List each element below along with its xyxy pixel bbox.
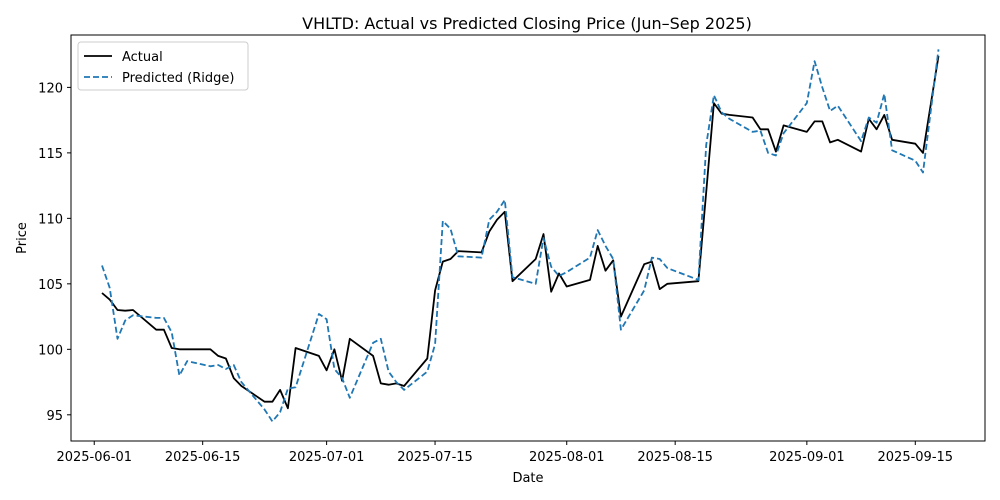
y-axis-label: Price bbox=[15, 222, 30, 254]
y-tick-label: 115 bbox=[38, 147, 63, 162]
y-tick-label: 120 bbox=[38, 81, 63, 96]
series-line-predicted bbox=[101, 49, 940, 423]
y-tick-label: 95 bbox=[46, 409, 63, 424]
series-line-actual bbox=[101, 55, 940, 410]
axes-frame bbox=[70, 34, 986, 442]
x-tick-label: 2025-09-15 bbox=[878, 450, 954, 465]
x-tick-label: 2025-06-15 bbox=[165, 450, 241, 465]
x-tick-label: 2025-06-01 bbox=[56, 450, 132, 465]
y-axis: 95 100 105 110 115 120 bbox=[38, 81, 71, 424]
x-tick-label: 2025-09-01 bbox=[769, 450, 845, 465]
y-tick-label: 105 bbox=[38, 278, 63, 293]
legend: Actual Predicted (Ridge) bbox=[77, 41, 249, 91]
plot-area bbox=[101, 49, 940, 423]
x-tick-label: 2025-07-15 bbox=[397, 450, 473, 465]
legend-box bbox=[77, 41, 249, 91]
x-axis: 2025-06-01 2025-06-15 2025-07-01 2025-07-15… bbox=[56, 441, 953, 465]
x-tick-label: 2025-08-01 bbox=[529, 450, 605, 465]
legend-label-predicted: Predicted (Ridge) bbox=[122, 71, 234, 86]
y-tick-label: 110 bbox=[38, 212, 63, 227]
x-tick-label: 2025-08-15 bbox=[637, 450, 713, 465]
x-axis-label: Date bbox=[512, 471, 543, 486]
x-tick-label: 2025-07-01 bbox=[289, 450, 365, 465]
chart-title: VHLTD: Actual vs Predicted Closing Price… bbox=[302, 14, 752, 33]
legend-label-actual: Actual bbox=[122, 50, 163, 65]
y-tick-label: 100 bbox=[38, 343, 63, 358]
